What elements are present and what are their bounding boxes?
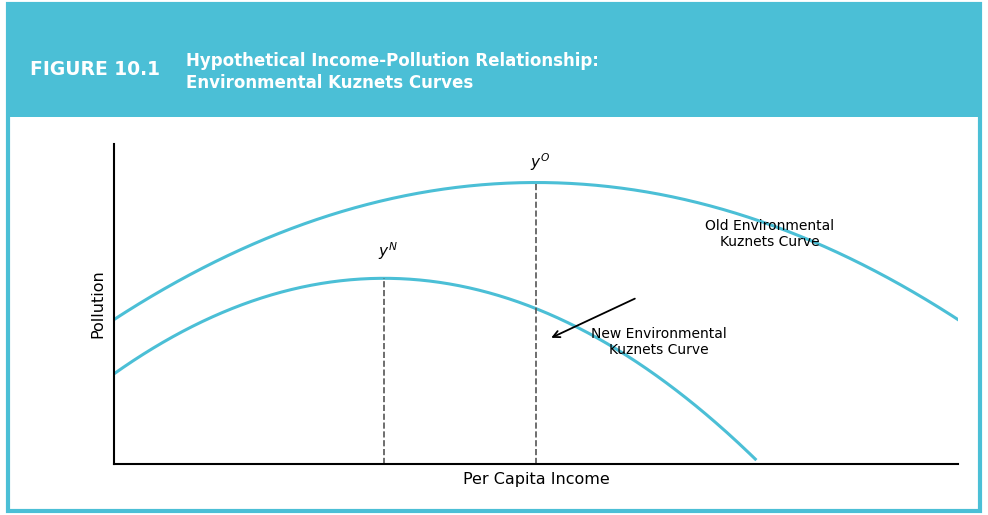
- Text: Hypothetical Income-Pollution Relationship:: Hypothetical Income-Pollution Relationsh…: [186, 52, 599, 70]
- Bar: [8, 4, 980, 117]
- Y-axis label: Pollution: Pollution: [90, 269, 106, 338]
- Text: Old Environmental
Kuznets Curve: Old Environmental Kuznets Curve: [704, 218, 834, 249]
- Text: Environmental Kuznets Curves: Environmental Kuznets Curves: [186, 75, 473, 92]
- Text: $y^N$: $y^N$: [378, 241, 398, 262]
- Text: New Environmental
Kuznets Curve: New Environmental Kuznets Curve: [591, 327, 726, 357]
- Text: $y^O$: $y^O$: [531, 151, 550, 173]
- X-axis label: Per Capita Income: Per Capita Income: [462, 472, 610, 487]
- Text: FIGURE 10.1: FIGURE 10.1: [30, 60, 160, 79]
